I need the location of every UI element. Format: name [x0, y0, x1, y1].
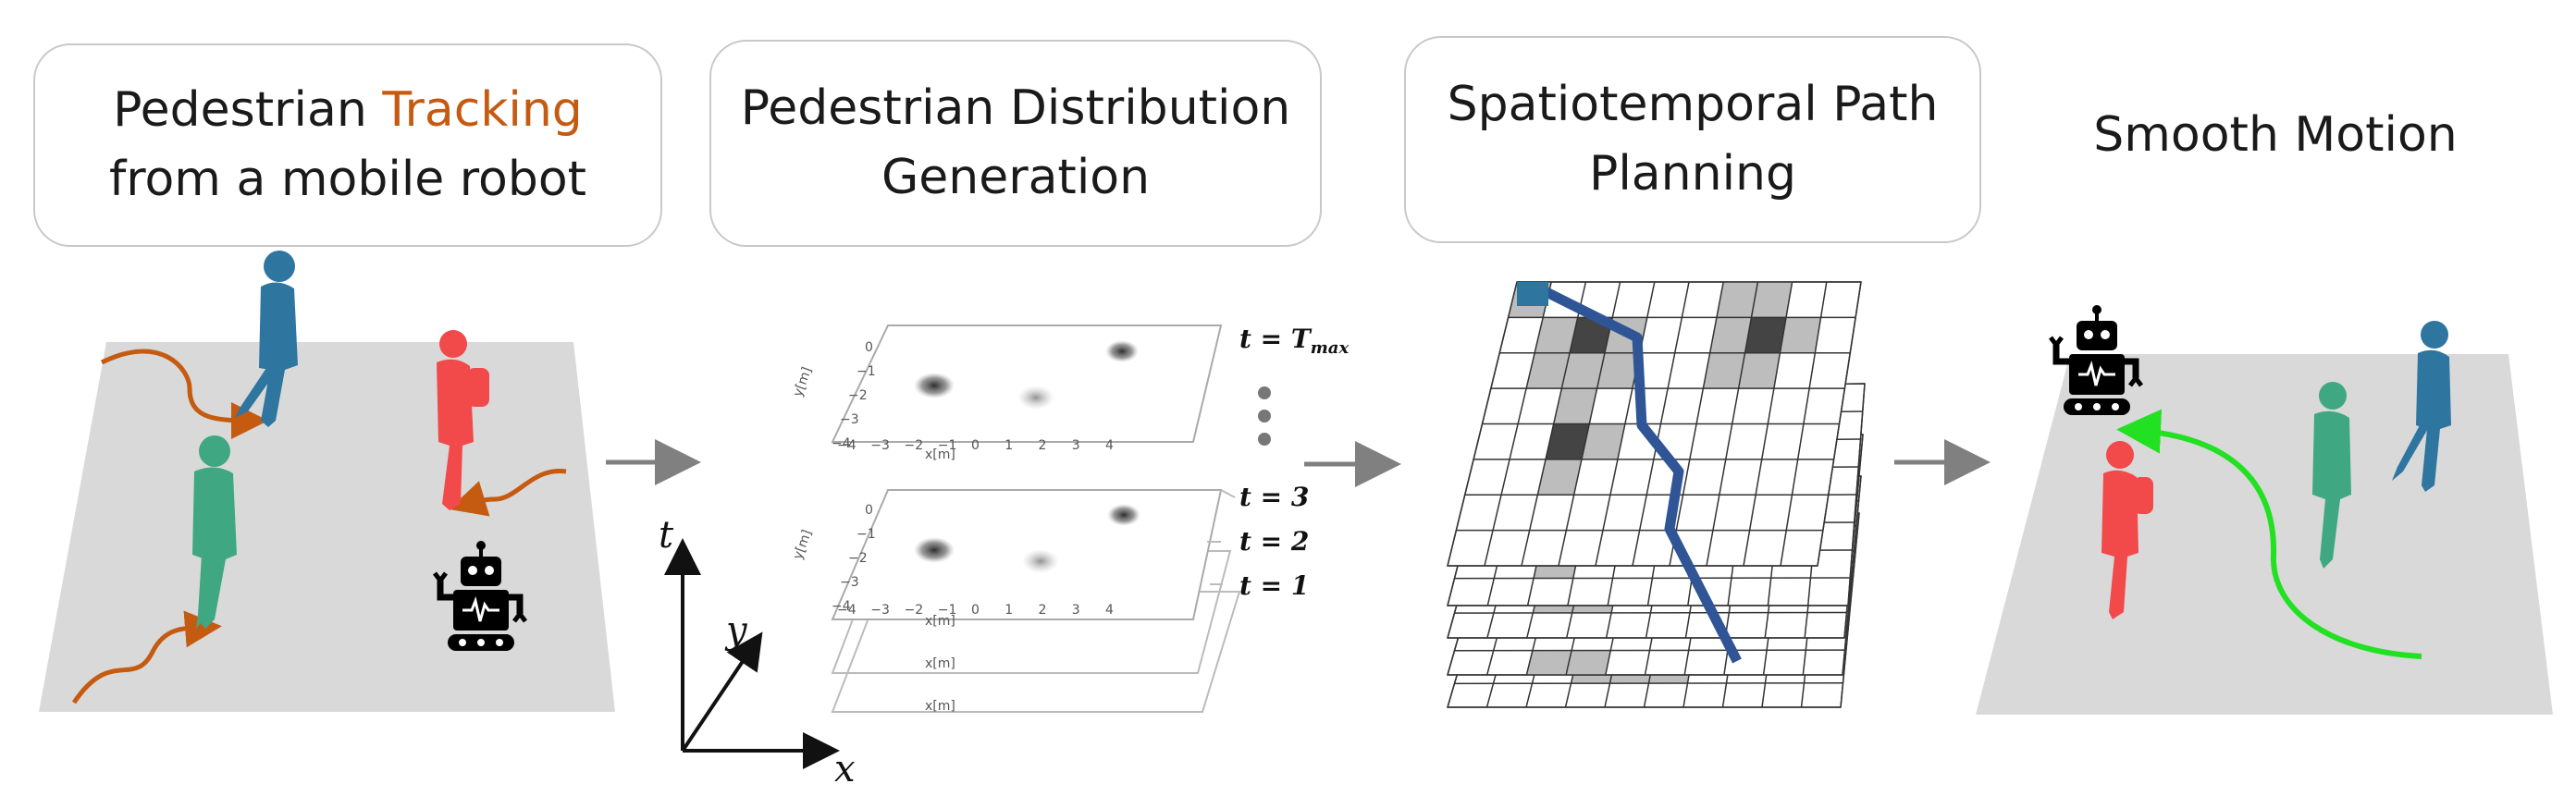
start-cell	[1517, 282, 1548, 306]
occupied-cell	[1739, 353, 1781, 388]
layer-tmax	[832, 325, 1221, 442]
plot-xtick: −3	[870, 603, 890, 618]
occupied-cell	[1566, 651, 1610, 676]
stage-title-smooth-motion: Smooth Motion	[2035, 92, 2516, 178]
plot-ytick: 0	[865, 340, 873, 355]
plot-xtick: 4	[1105, 603, 1114, 618]
continuation-dot	[1258, 433, 1271, 446]
plot-xtick: 1	[1005, 603, 1013, 618]
stage-title-line2: from a mobile robot	[109, 145, 586, 214]
occupied-cell	[1780, 317, 1820, 352]
plot-xtick: −3	[870, 438, 890, 453]
stage-title-line1: Spatiotemporal Path	[1448, 70, 1939, 140]
stage-box-planning: Spatiotemporal Path Planning	[1404, 36, 1981, 243]
plot-xlabel: x[m]	[925, 447, 955, 462]
y-axis-label: y	[724, 609, 748, 652]
plot-ylabel: y[m]	[791, 528, 815, 561]
plot-xtick: 3	[1072, 603, 1080, 618]
tracking-scene	[39, 251, 615, 712]
tracking-accent: Tracking	[382, 82, 582, 138]
distribution-stack: −4 −3 −2 −1 0 1 2 3 40−1−2−3−4 −4 −3 −2 −1 0 1 2 3 40−1−…	[791, 324, 1350, 714]
layer-label-t3: t = 3	[1239, 482, 1309, 512]
motion-scene	[1976, 305, 2553, 715]
plot-xtick: 1	[1005, 438, 1013, 453]
plot-ytick: −2	[848, 551, 868, 566]
plot-ytick: 0	[865, 503, 873, 518]
density-blob	[914, 537, 955, 563]
density-blob	[914, 373, 955, 398]
continuation-dot	[1258, 410, 1271, 422]
plot-ytick: −3	[840, 412, 859, 427]
plot-xtick: 0	[971, 438, 980, 453]
layer-label-t1: t = 1	[1239, 570, 1309, 601]
plot-xtick: 0	[971, 603, 980, 618]
plot-xlabel: x[m]	[925, 699, 955, 714]
x-axis-label: x	[834, 748, 856, 790]
stage-title-line1: Pedestrian Distribution	[741, 74, 1291, 143]
plot-ytick: −4	[832, 599, 851, 614]
plot-xtick: −2	[905, 438, 924, 453]
occupied-cell	[1745, 317, 1786, 352]
layer-label-t2: t = 2	[1239, 526, 1309, 557]
density-blob	[1017, 386, 1054, 410]
plot-xlabel: x[m]	[925, 614, 955, 629]
continuation-dot	[1258, 386, 1271, 399]
layer-label-tmax: t = Tmax	[1239, 324, 1349, 358]
plot-ytick: −4	[832, 436, 851, 451]
plot-ylabel: y[m]	[791, 365, 815, 398]
stage-box-distribution: Pedestrian Distribution Generation	[709, 40, 1322, 247]
plot-ytick: −3	[840, 575, 859, 590]
plot-xtick: 3	[1072, 438, 1080, 453]
density-blob	[1105, 340, 1139, 362]
y-axis	[683, 638, 758, 751]
stage-title-line1: Pedestrian Tracking	[113, 76, 583, 145]
stage-box-tracking: Pedestrian Tracking from a mobile robot	[33, 43, 662, 247]
plot-ytick: −2	[848, 388, 868, 403]
occupied-cell	[1526, 651, 1571, 675]
floor-plane	[39, 342, 615, 712]
density-blob	[1107, 504, 1140, 526]
stage-title-line2: Planning	[1589, 140, 1796, 209]
t-axis-label: t	[659, 514, 674, 557]
plot-xtick: −2	[905, 603, 924, 618]
stage-title-line2: Generation	[881, 143, 1150, 213]
plot-xtick: 2	[1039, 438, 1047, 453]
density-blob	[1022, 549, 1059, 573]
floor-plane	[1976, 354, 2553, 715]
plot-xtick: 4	[1105, 438, 1114, 453]
plot-ytick: −1	[857, 527, 876, 542]
plot-xlabel: x[m]	[925, 656, 955, 671]
plot-ytick: −1	[857, 364, 876, 379]
plot-xtick: 2	[1039, 603, 1047, 618]
spatiotemporal-axes: t y x	[659, 514, 856, 790]
planning-grid-stack	[1448, 282, 1865, 707]
